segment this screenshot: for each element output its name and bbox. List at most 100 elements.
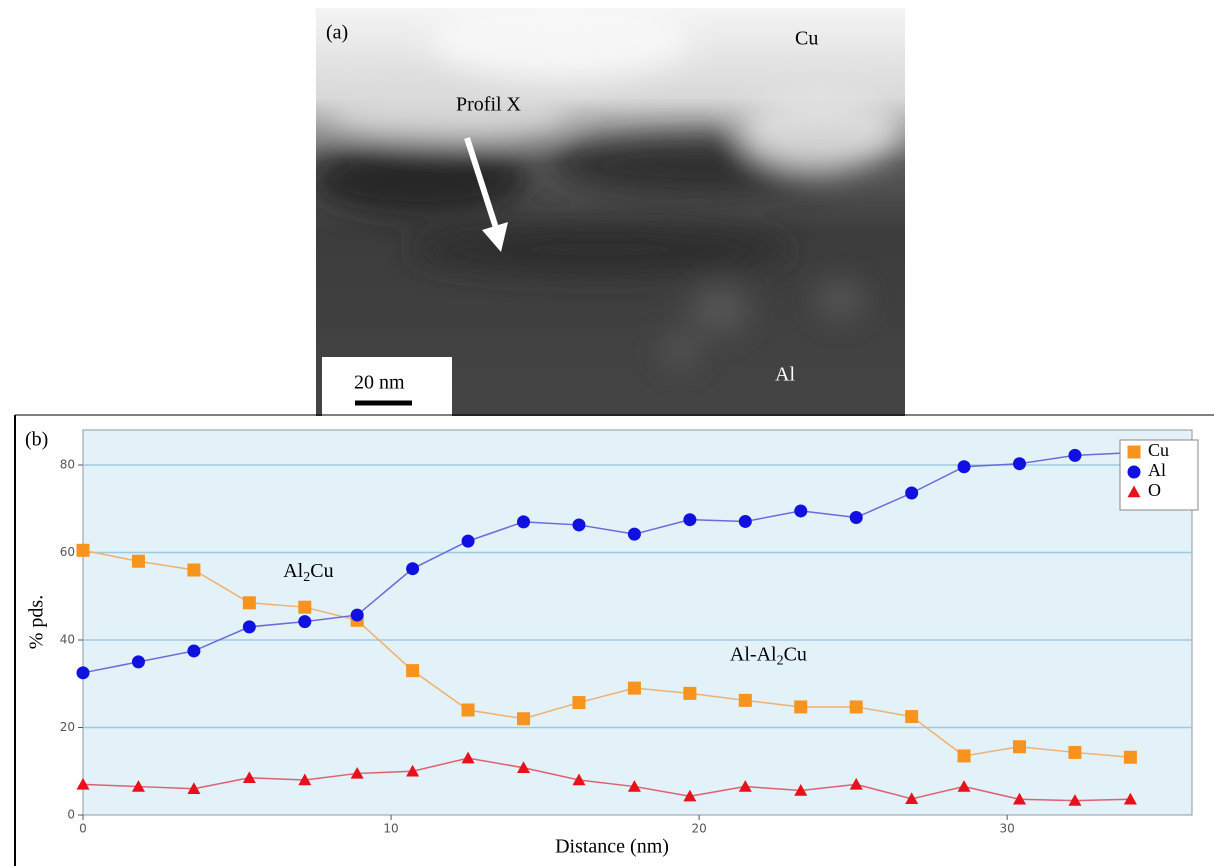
legend-label: Cu <box>1148 440 1169 460</box>
data-point <box>1012 740 1026 754</box>
y-tick-label: 60 <box>60 545 75 559</box>
data-point <box>350 766 364 779</box>
series-line <box>82 452 1131 674</box>
material-label: Cu <box>795 28 818 50</box>
panel-label: (b) <box>25 429 48 451</box>
data-point <box>406 562 420 576</box>
data-point <box>517 515 531 529</box>
data-point <box>957 460 971 474</box>
data-point <box>849 700 863 714</box>
data-point <box>905 792 919 805</box>
y-tick-label: 40 <box>60 633 75 647</box>
data-point <box>738 514 752 528</box>
x-tick-label: 0 <box>79 822 87 836</box>
data-point <box>1123 750 1137 764</box>
data-point <box>131 554 145 568</box>
data-point <box>905 710 919 724</box>
data-point <box>572 773 586 786</box>
plot-area <box>82 429 1193 816</box>
data-point <box>627 681 641 695</box>
annotation-part: Al-Al <box>730 643 777 665</box>
scale-label: 20 nm <box>354 372 405 394</box>
data-point <box>794 784 808 796</box>
data-point <box>242 596 256 610</box>
series-line <box>82 549 1131 758</box>
material-label: Al <box>775 364 795 386</box>
data-point <box>627 527 641 541</box>
data-point <box>517 712 531 726</box>
annotation-part: Cu <box>784 643 807 665</box>
data-point <box>298 615 312 629</box>
data-point <box>298 773 312 786</box>
data-point <box>905 486 919 500</box>
data-point <box>1068 745 1082 759</box>
data-point <box>461 703 475 717</box>
data-point <box>187 644 201 658</box>
data-point <box>683 513 697 527</box>
data-point <box>1012 792 1026 805</box>
y-axis-label: % pds. <box>26 595 48 649</box>
scale-box <box>322 357 452 416</box>
data-point <box>738 780 752 792</box>
data-point <box>1012 457 1026 471</box>
data-point <box>76 543 90 557</box>
annotation: Al2Cu <box>283 560 333 586</box>
x-axis-label: Distance (nm) <box>555 836 669 858</box>
data-point <box>242 771 256 784</box>
legend-label: O <box>1148 480 1161 500</box>
panel-label: (a) <box>326 22 348 44</box>
data-point <box>461 534 475 548</box>
profile-arrow <box>464 137 499 229</box>
data-point <box>131 655 145 669</box>
y-tick-label: 0 <box>67 808 75 822</box>
annotation: Al-Al2Cu <box>730 643 807 669</box>
y-tick-label: 80 <box>60 458 75 472</box>
data-point <box>350 608 364 622</box>
data-point <box>572 518 586 532</box>
data-point <box>1068 448 1082 462</box>
annotation-part: 2 <box>303 570 310 585</box>
data-point <box>242 620 256 634</box>
legend-marker <box>1127 445 1141 459</box>
data-point <box>572 696 586 710</box>
data-point <box>627 780 641 792</box>
x-tick-label: 20 <box>691 822 706 836</box>
legend-marker <box>1127 465 1141 479</box>
x-tick-label: 10 <box>383 822 398 836</box>
annotation-part: Al <box>283 560 303 582</box>
profile-label: Profil X <box>456 94 522 116</box>
data-point <box>849 511 863 524</box>
annotation-part: 2 <box>777 654 784 669</box>
y-tick-label: 20 <box>60 720 75 734</box>
data-point <box>298 600 312 614</box>
panel-a-labels: (a) Cu Profil X 20 nm Al <box>326 22 818 394</box>
data-point <box>517 761 531 773</box>
annotation-part: Cu <box>310 560 333 582</box>
data-point <box>1123 792 1137 805</box>
data-point <box>794 504 808 518</box>
legend-label: Al <box>1148 460 1166 480</box>
tem-image <box>316 8 905 416</box>
data-point <box>957 780 971 792</box>
data-point <box>187 563 201 577</box>
legend-marker <box>1127 485 1141 498</box>
data-point <box>187 782 201 794</box>
data-point <box>683 789 697 802</box>
data-point <box>849 777 863 790</box>
x-tick-label: 30 <box>1000 822 1015 836</box>
data-point <box>406 664 420 678</box>
data-point <box>406 764 420 777</box>
data-point <box>131 780 145 792</box>
series-line <box>82 757 1131 802</box>
data-point <box>683 686 697 700</box>
data-point <box>1068 794 1082 806</box>
data-point <box>794 700 808 714</box>
data-point <box>461 751 475 764</box>
data-point <box>76 777 90 790</box>
data-point <box>76 666 90 680</box>
data-point <box>957 749 971 763</box>
profile-arrowhead <box>482 222 508 252</box>
